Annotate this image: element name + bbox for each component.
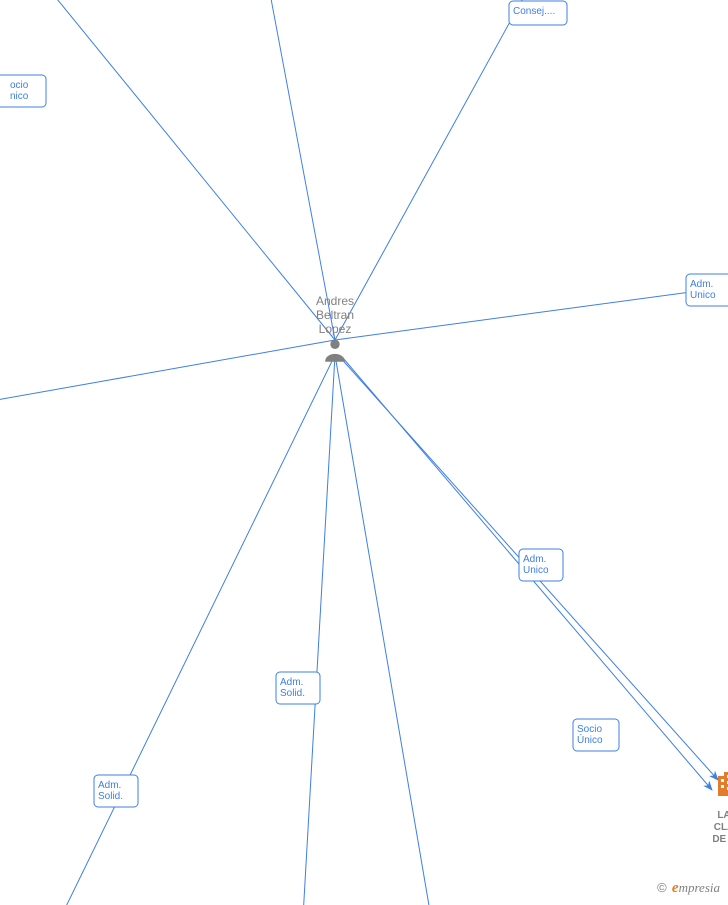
edge-label[interactable]: Consej.... (509, 1, 567, 25)
edge (335, 355, 440, 905)
edge-label-text: Adm. (523, 554, 546, 565)
edge-label[interactable]: Adm.Unico (686, 274, 728, 306)
edges-layer (0, 0, 728, 905)
brand-initial: e (672, 880, 679, 896)
edge (0, 340, 335, 410)
edge-label-text: Solid. (280, 688, 305, 699)
endpoint-node-label: CLA (714, 822, 728, 833)
network-diagram: ocionicoConsej....Adm.UnicoAdm.Solid.Adm… (0, 0, 728, 905)
edge-label-text: Socio (577, 724, 602, 735)
edge-label-text: Adm. (280, 677, 303, 688)
edge-label-text: Consej.... (513, 6, 555, 17)
edge-label[interactable]: ocionico (0, 75, 46, 107)
edge-label-text: Adm. (690, 279, 713, 290)
center-node-label: Andres (316, 294, 354, 308)
endpoint-node-label: DE V (712, 834, 728, 845)
center-node-label: Beltran (316, 308, 354, 322)
watermark: © empresia (657, 880, 720, 897)
brand-rest: mpresia (679, 880, 720, 895)
edge-labels-layer: ocionicoConsej....Adm.UnicoAdm.Solid.Adm… (0, 1, 728, 807)
copyright-symbol: © (657, 880, 667, 895)
edge-label-text: Solid. (98, 791, 123, 802)
person-icon[interactable] (325, 340, 345, 362)
edge (35, 355, 335, 905)
edge (260, 0, 335, 340)
edge-label-text: Unico (523, 565, 549, 576)
edge (335, 280, 728, 340)
edge (335, 0, 555, 340)
edge-label-text: Adm. (98, 780, 121, 791)
edge-label-text: Único (577, 733, 603, 746)
edge-label-text: nico (10, 91, 29, 102)
building-icon[interactable] (718, 772, 728, 796)
edge (300, 355, 335, 905)
edge (0, 0, 335, 340)
edge-label[interactable]: Adm.Solid. (276, 672, 320, 704)
edge-label-text: Unico (690, 290, 716, 301)
edge-label[interactable]: Adm.Unico (519, 549, 563, 581)
edge-label[interactable]: SocioÚnico (573, 719, 619, 751)
center-node-label: Lopez (319, 322, 352, 336)
endpoint-node-label: LA (717, 810, 728, 821)
edge-label-text: ocio (10, 80, 29, 91)
edge-label[interactable]: Adm.Solid. (94, 775, 138, 807)
